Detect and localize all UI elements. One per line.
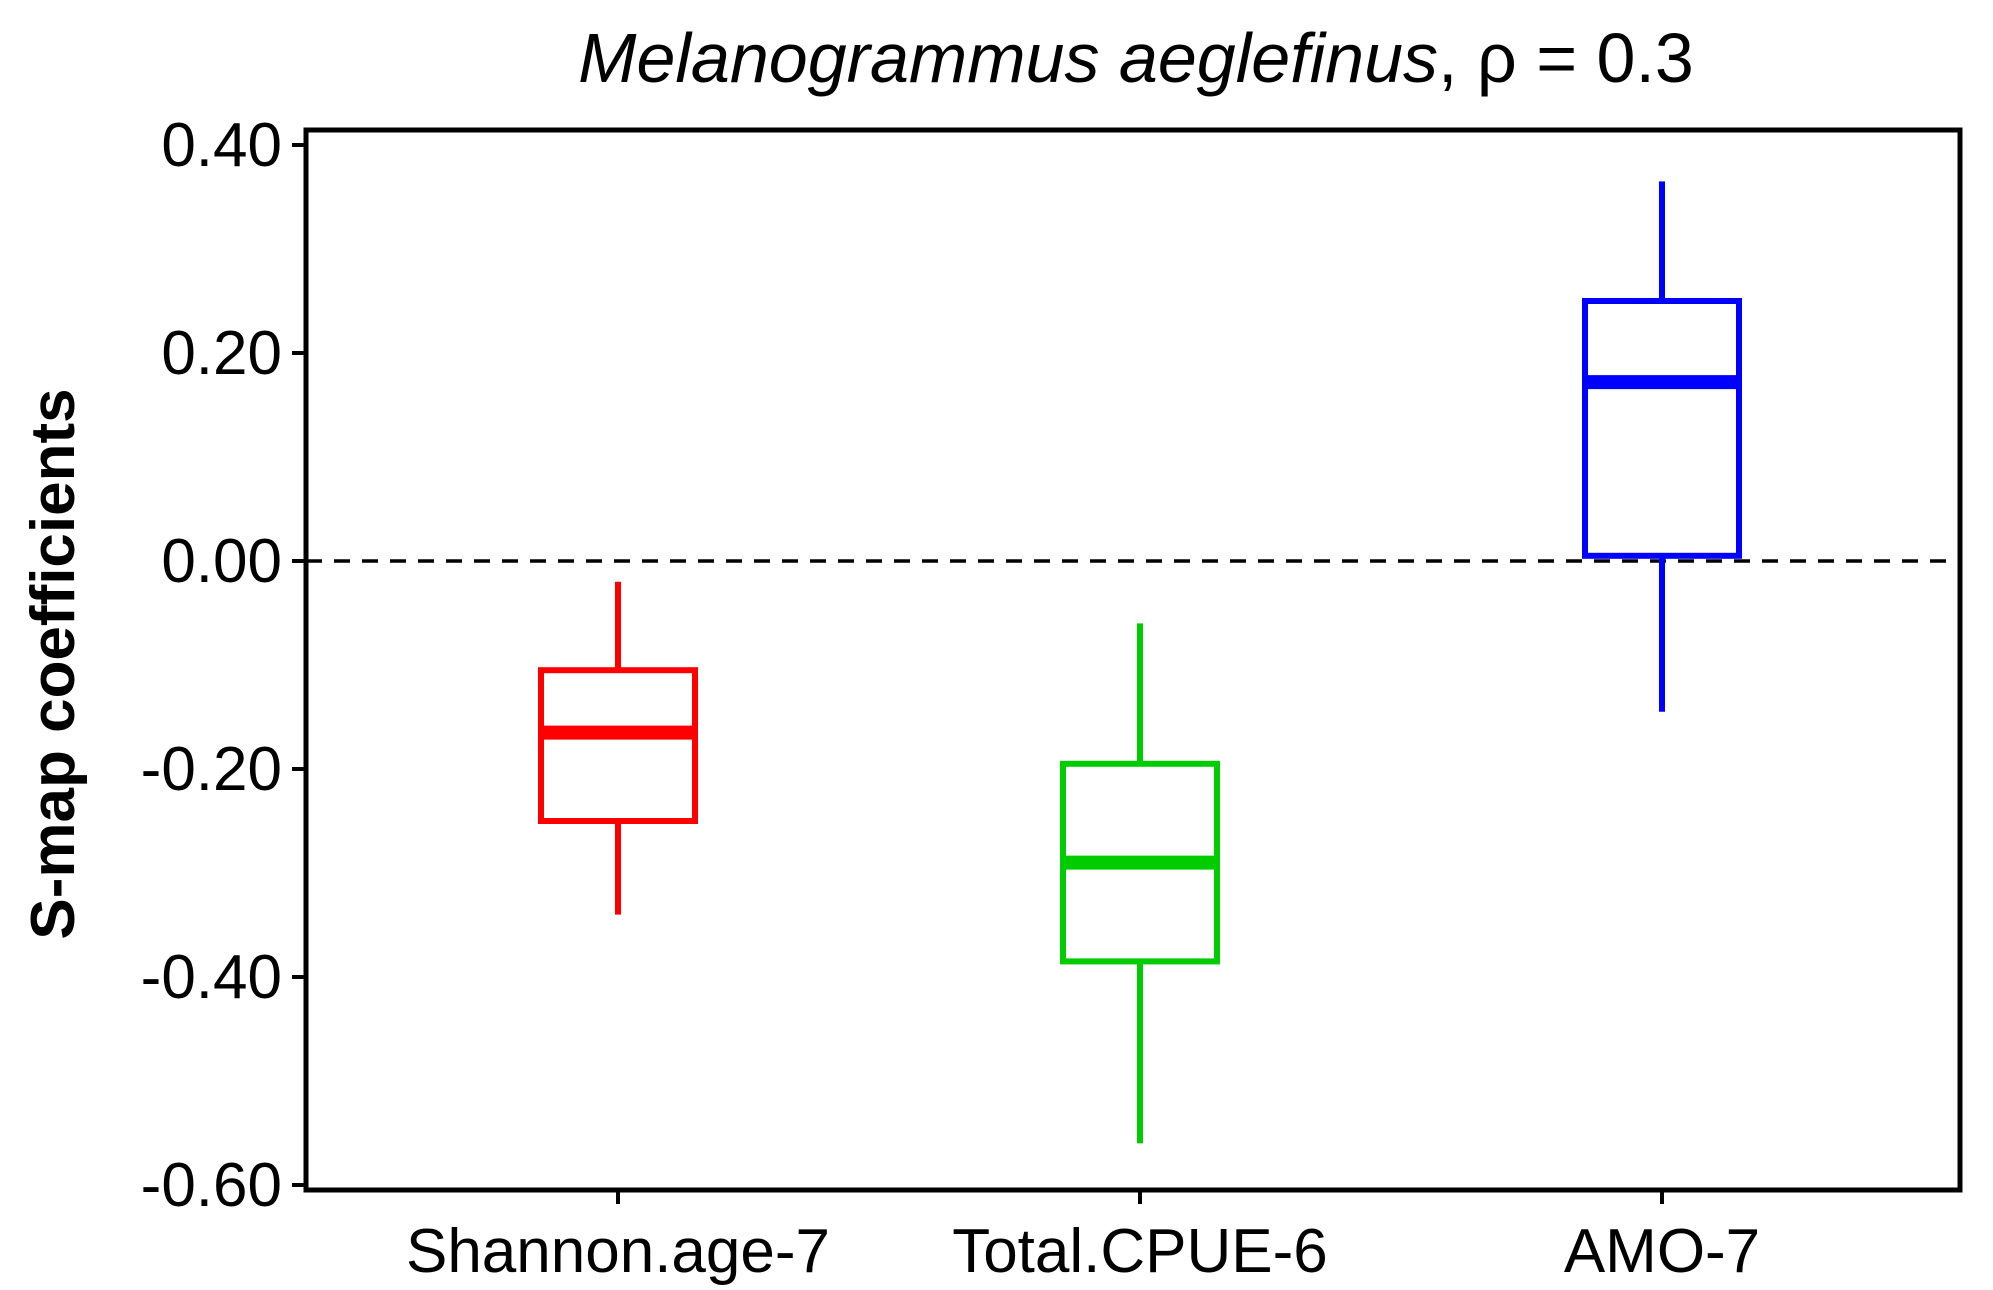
x-tick-label: Total.CPUE-6 (952, 1217, 1328, 1286)
box-iqr (538, 667, 698, 825)
y-tick-label: -0.60 (141, 1151, 282, 1220)
y-tick-label: 0.40 (161, 111, 282, 180)
plot-marks: 0.40 0.20 0.00 -0.20 -0.40 -0.60 Shannon.age-7… (141, 111, 1960, 1286)
chart-title-rest: , ρ = 0.3 (1438, 19, 1694, 97)
chart-title: Melanogrammus aeglefinus, ρ = 0.3 (578, 19, 1694, 97)
chart-title-species: Melanogrammus aeglefinus (578, 19, 1438, 97)
x-tick-label: Shannon.age-7 (406, 1217, 830, 1286)
y-axis-title: S-map coefficients (19, 388, 88, 939)
box-iqr (1582, 298, 1742, 559)
y-tick-label: -0.20 (141, 735, 282, 804)
y-tick-label: 0.00 (161, 527, 282, 596)
y-tick-label: 0.20 (161, 319, 282, 388)
y-tick-label: -0.40 (141, 943, 282, 1012)
x-tick-label: AMO-7 (1564, 1217, 1760, 1286)
plot-panel-border (303, 127, 1963, 1193)
